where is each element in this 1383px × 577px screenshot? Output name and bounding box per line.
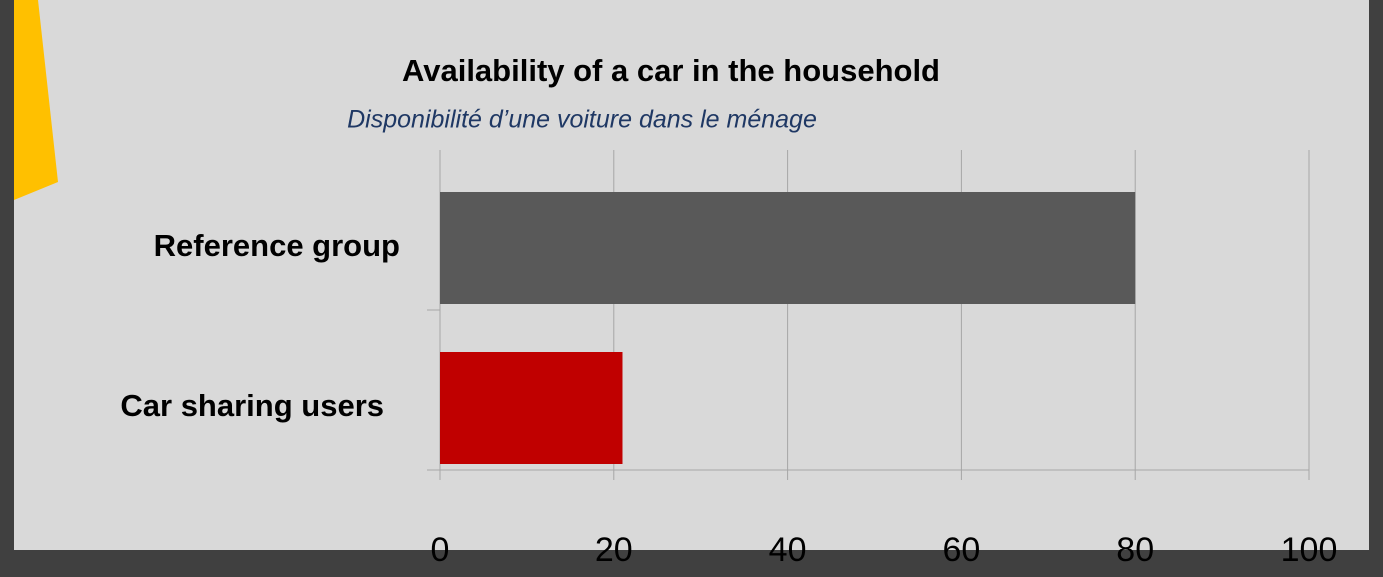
decoration — [14, 0, 58, 200]
bar — [440, 192, 1136, 304]
x-tick-label: 100 — [1281, 531, 1338, 569]
y-tick-label: Car sharing users — [120, 388, 384, 423]
y-tick-label: Reference group — [154, 228, 400, 263]
bar — [440, 352, 623, 464]
chart-title: Availability of a car in the household — [402, 53, 940, 88]
x-tick-label: 80 — [1116, 531, 1154, 569]
x-tick-label: 0 — [431, 531, 450, 569]
x-tick-label: 40 — [769, 531, 807, 569]
chart-subtitle: Disponibilité d’une voiture dans le ména… — [347, 106, 817, 134]
x-tick-label: 60 — [942, 531, 980, 569]
x-tick-label: 20 — [595, 531, 633, 569]
